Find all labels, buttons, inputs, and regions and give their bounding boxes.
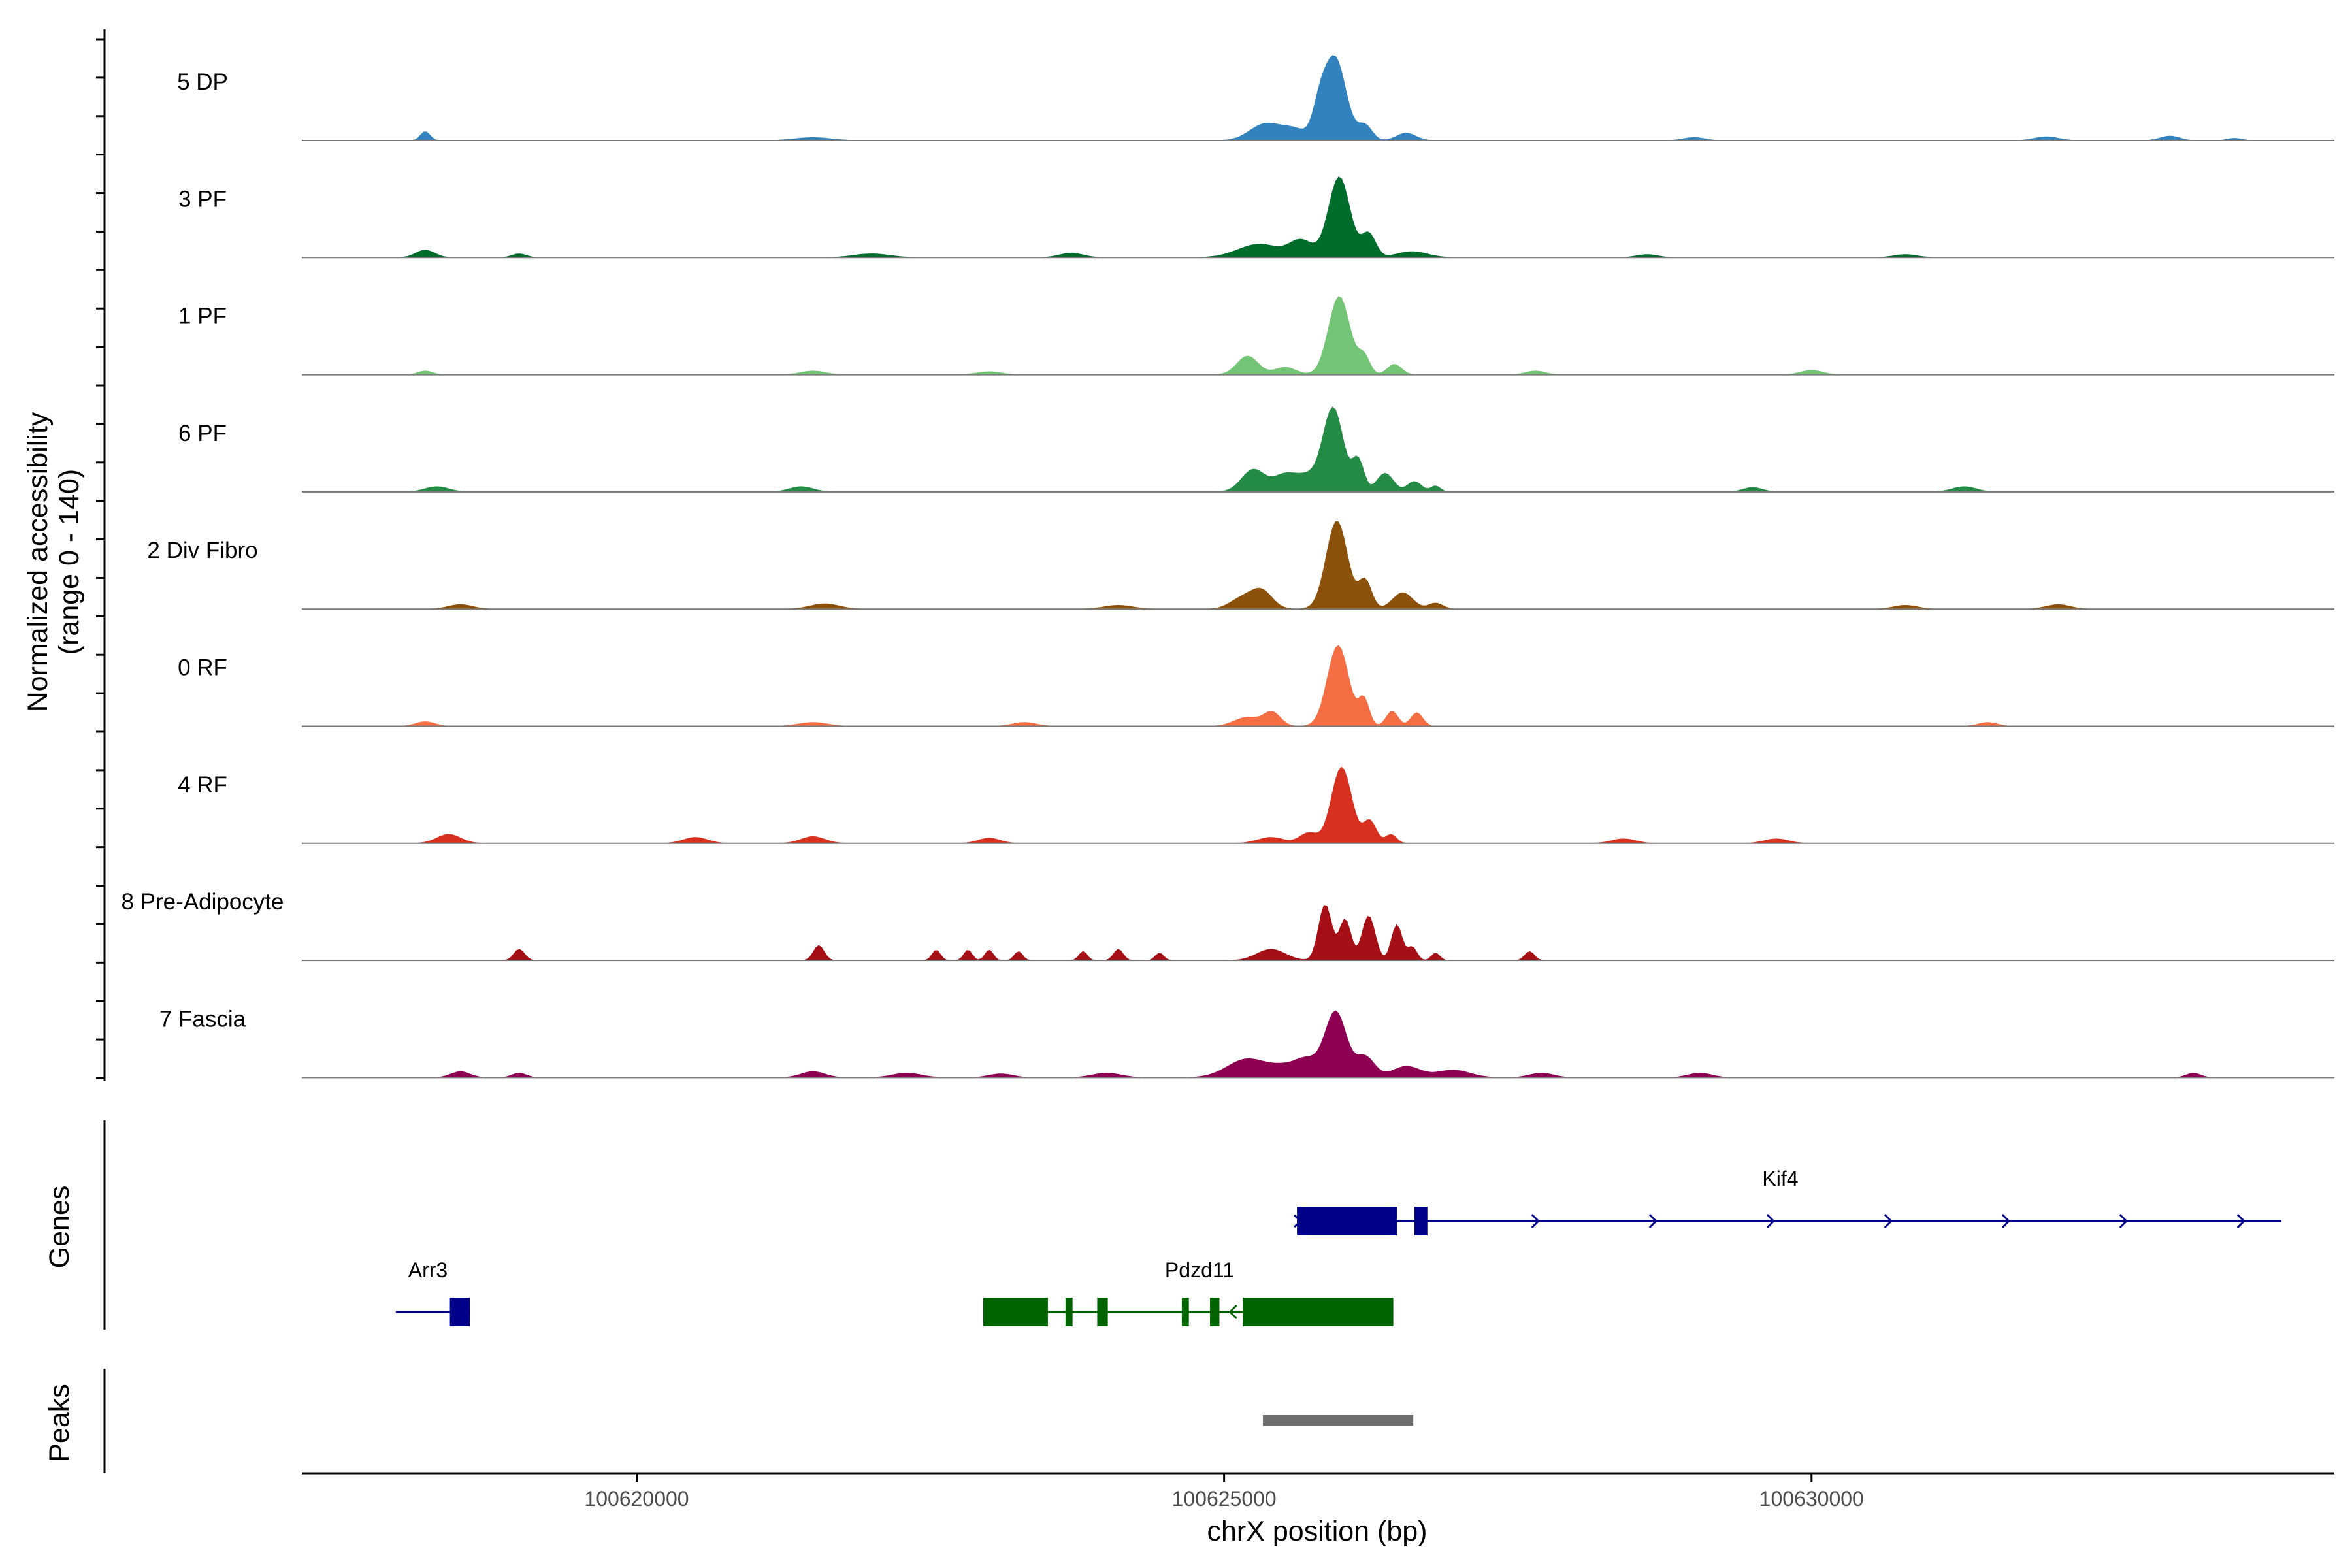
coverage-area (302, 55, 2334, 141)
exon-block (1210, 1298, 1220, 1326)
track-0-rf: 0 RF (178, 645, 2334, 727)
coverage-tracks: 5 DP 3 PF 1 PF 6 PF 2 Div Fibro 0 RF 4 RF 8 Pre… (121, 55, 2334, 1079)
gene-annotation-track: Kif4 Arr3 Pdzd11 (103, 1120, 2282, 1330)
x-tick-label: 100630000 (1759, 1487, 1864, 1511)
gene-arr3: Arr3 (395, 1258, 470, 1326)
track-8-pre-adipocyte: 8 Pre-Adipocyte (121, 889, 2334, 962)
genes-panel-label: Genes (44, 1186, 75, 1269)
exon-block (449, 1298, 470, 1326)
track-label: 0 RF (178, 655, 227, 681)
track-5-dp: 5 DP (177, 55, 2334, 141)
track-label: 3 PF (178, 186, 227, 212)
track-6-pf: 6 PF (178, 406, 2334, 493)
gene-pdzd11: Pdzd11 (983, 1258, 1394, 1326)
track-label: 1 PF (178, 304, 227, 329)
track-label: 5 DP (177, 69, 228, 95)
track-2-div-fibro: 2 Div Fibro (147, 521, 2334, 610)
peak-region (1262, 1415, 1414, 1426)
strand-arrow (1531, 1213, 1540, 1229)
coverage-area (302, 766, 2334, 844)
coverage-area (302, 521, 2334, 610)
coverage-area (302, 406, 2334, 493)
coverage-area (302, 905, 2334, 961)
strand-arrow (1228, 1304, 1237, 1320)
x-axis-title: chrX position (bp) (1207, 1516, 1428, 1547)
x-tick-label: 100620000 (584, 1487, 689, 1511)
track-4-rf: 4 RF (178, 766, 2334, 844)
track-3-pf: 3 PF (178, 176, 2334, 259)
strand-arrow (1648, 1213, 1658, 1229)
track-label: 8 Pre-Adipocyte (121, 889, 284, 915)
peaks-track (103, 1369, 1414, 1473)
track-label: 6 PF (178, 421, 227, 446)
track-label: 4 RF (178, 772, 227, 798)
gene-label: Kif4 (1762, 1167, 1798, 1190)
track-label: 7 Fascia (159, 1006, 246, 1032)
strand-arrow (2236, 1213, 2246, 1229)
exon-block (1181, 1298, 1189, 1326)
track-1-pf: 1 PF (178, 296, 2334, 376)
strand-arrow (2119, 1213, 2128, 1229)
x-tick-label: 100625000 (1172, 1487, 1277, 1511)
gene-kif4: Kif4 (1294, 1167, 2282, 1235)
exon-block (1065, 1298, 1073, 1326)
strand-arrow (1766, 1213, 1775, 1229)
coverage-area (302, 296, 2334, 376)
peaks-panel-label: Peaks (44, 1384, 75, 1462)
y-axis (96, 29, 106, 1081)
strand-arrow (2001, 1213, 2010, 1229)
exon-block (1414, 1207, 1428, 1235)
y-axis-title-line1: Normalized accessibility (22, 412, 54, 711)
track-7-fascia: 7 Fascia (159, 1006, 2334, 1079)
x-axis: 100620000 100625000 100630000 (302, 1472, 2334, 1511)
exon-block (983, 1298, 1048, 1326)
exon-block (1297, 1207, 1397, 1235)
coverage-area (302, 176, 2334, 258)
track-label: 2 Div Fibro (147, 538, 257, 563)
gene-label: Arr3 (408, 1258, 448, 1282)
exon-block (1097, 1298, 1108, 1326)
coverage-area (302, 1010, 2334, 1078)
exon-block (1243, 1298, 1394, 1326)
coverage-area (302, 645, 2334, 727)
y-axis-title-line2: (range 0 - 140) (54, 469, 85, 655)
strand-arrow (1884, 1213, 1893, 1229)
gene-label: Pdzd11 (1165, 1258, 1234, 1282)
